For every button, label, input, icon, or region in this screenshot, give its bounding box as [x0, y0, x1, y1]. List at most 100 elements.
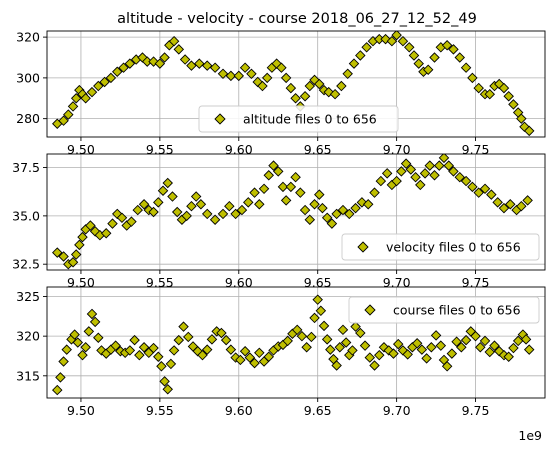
- course-point: [347, 345, 358, 356]
- velocity-point: [186, 200, 197, 212]
- velocity-point: [400, 158, 412, 169]
- velocity-point: [299, 204, 311, 216]
- course-point: [153, 351, 164, 363]
- altitude-point: [209, 62, 221, 73]
- velocity-point: [148, 206, 159, 218]
- altitude-point: [429, 52, 440, 63]
- velocity-point: [217, 208, 229, 220]
- course-point: [244, 352, 256, 363]
- course-point: [220, 334, 232, 346]
- velocity-legend-box: [341, 233, 540, 261]
- altitude-point: [498, 82, 510, 94]
- altitude-point: [299, 90, 311, 102]
- course-point: [337, 324, 349, 336]
- course-point: [61, 344, 72, 355]
- altitude-point: [467, 72, 478, 84]
- altitude-point: [397, 35, 409, 47]
- velocity-point: [443, 160, 454, 171]
- course-point: [334, 342, 346, 353]
- course-point: [350, 321, 361, 332]
- course-point: [503, 351, 514, 363]
- course-point: [89, 316, 101, 328]
- velocity-point: [290, 171, 301, 183]
- altitude-point: [473, 82, 484, 94]
- altitude-point: [318, 84, 330, 96]
- velocity-point: [209, 214, 221, 225]
- course-point: [426, 342, 437, 353]
- velocity-point: [285, 181, 297, 193]
- velocity-grid: [47, 154, 545, 270]
- velocity-point: [454, 171, 466, 183]
- course-point: [52, 384, 63, 396]
- altitude-y-tick-label: 280: [16, 111, 40, 126]
- velocity-legend-label: velocity files 0 to 656: [386, 240, 521, 255]
- course-point: [83, 326, 95, 337]
- altitude-series: [52, 31, 535, 137]
- course-point: [282, 335, 293, 347]
- course-point: [58, 356, 69, 367]
- altitude-point: [70, 93, 82, 104]
- altitude-axes-frame: [46, 30, 546, 138]
- course-x-tick-label: 9.60: [225, 403, 253, 418]
- velocity-point: [268, 160, 279, 171]
- course-point: [369, 360, 380, 371]
- velocity-y-tick-label: 35.0: [12, 208, 40, 223]
- altitude-point: [391, 31, 402, 41]
- altitude-point: [355, 50, 366, 61]
- altitude-point: [323, 86, 334, 98]
- course-point: [239, 345, 251, 357]
- velocity-point: [369, 187, 380, 198]
- altitude-point: [408, 50, 420, 61]
- velocity-point: [100, 228, 112, 239]
- velocity-point: [85, 220, 96, 231]
- velocity-point: [67, 257, 79, 268]
- velocity-point: [309, 199, 320, 210]
- altitude-point: [194, 58, 205, 69]
- altitude-point: [225, 70, 237, 82]
- course-point: [315, 305, 327, 317]
- altitude-point: [252, 76, 263, 88]
- course-point: [318, 320, 330, 332]
- velocity-point: [479, 183, 491, 195]
- velocity-point: [126, 216, 137, 227]
- altitude-point: [484, 88, 495, 100]
- velocity-point: [505, 199, 516, 210]
- velocity-point: [236, 204, 248, 216]
- altitude-point: [173, 44, 185, 55]
- altitude-point: [154, 58, 166, 69]
- velocity-x-tick-label: 9.50: [67, 275, 95, 290]
- velocity-axes-frame: [46, 153, 546, 271]
- course-point: [110, 340, 121, 351]
- course-point: [402, 349, 413, 360]
- course-point: [159, 376, 170, 387]
- course-point: [388, 348, 399, 359]
- course-point: [129, 334, 140, 346]
- velocity-point: [58, 251, 69, 262]
- altitude-point: [441, 40, 453, 51]
- altitude-point: [516, 113, 527, 124]
- velocity-point: [391, 175, 402, 187]
- velocity-point: [224, 200, 235, 212]
- velocity-point: [314, 189, 325, 200]
- course-point: [77, 349, 88, 361]
- velocity-point: [473, 187, 484, 198]
- velocity-point: [434, 160, 445, 171]
- altitude-point: [285, 82, 297, 94]
- velocity-point: [52, 247, 63, 258]
- course-point: [430, 330, 442, 341]
- velocity-point: [486, 189, 497, 200]
- velocity-point: [277, 181, 289, 193]
- velocity-point: [429, 170, 440, 181]
- course-point: [451, 336, 462, 347]
- altitude-point: [86, 86, 98, 98]
- velocity-point: [375, 175, 387, 187]
- altitude-point: [448, 44, 459, 55]
- course-y-tick-label: 320: [16, 329, 40, 344]
- course-point: [80, 342, 91, 353]
- x-axis-offset-label: 1e9: [518, 428, 542, 443]
- course-point: [470, 330, 481, 342]
- course-point: [421, 353, 432, 364]
- altitude-point: [201, 60, 213, 71]
- course-point: [197, 349, 208, 361]
